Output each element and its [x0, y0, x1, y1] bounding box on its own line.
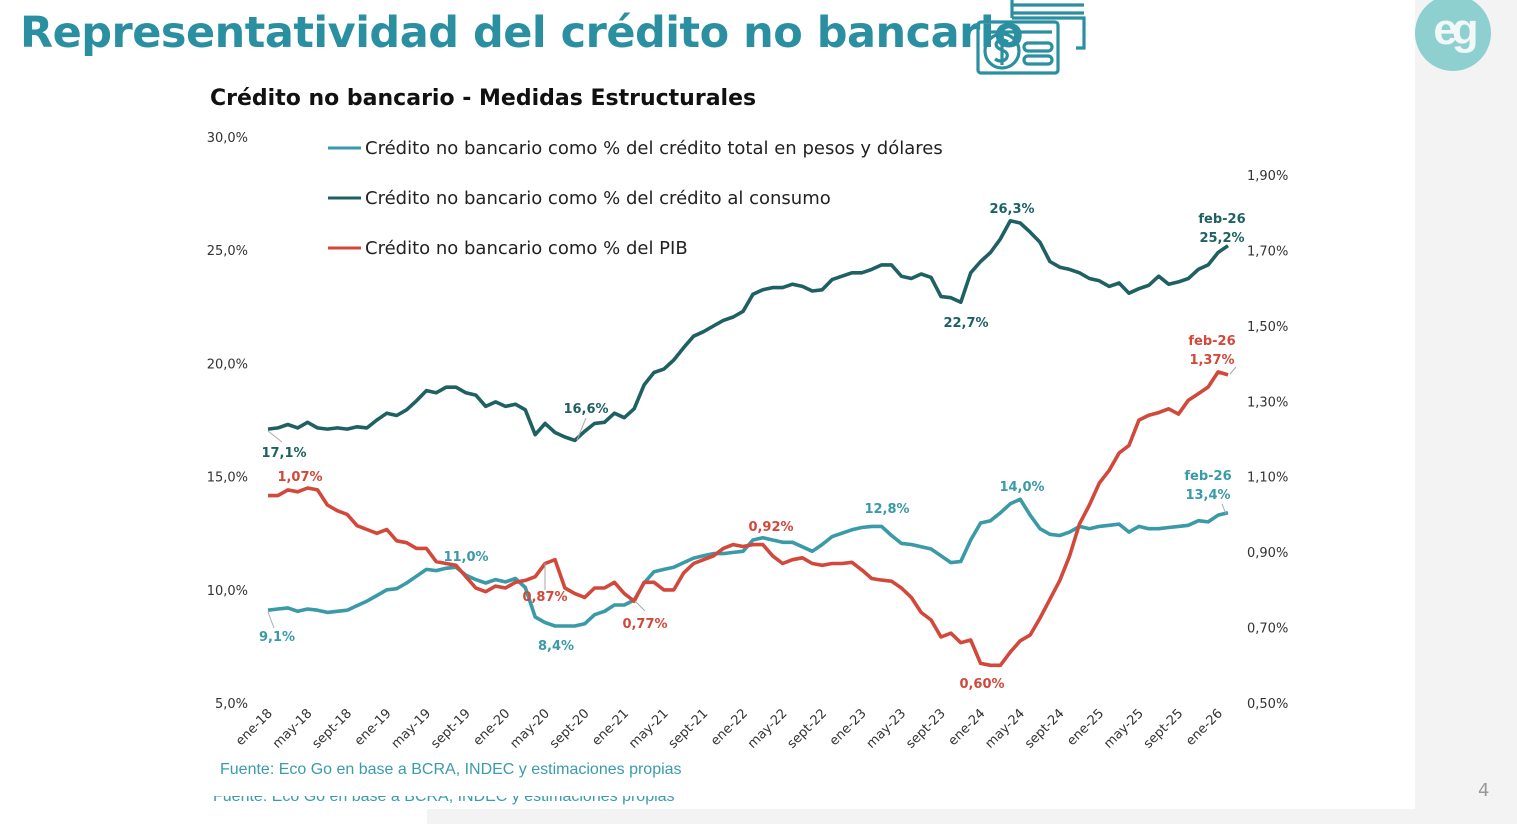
- y-right-tick-label: 0,90%: [1247, 546, 1288, 561]
- y-right-tick-label: 1,70%: [1247, 244, 1288, 259]
- x-tick-label: sept-22: [785, 706, 831, 752]
- data-label: 22,7%: [943, 316, 988, 331]
- source-note: Fuente: Eco Go en base a BCRA, INDEC y e…: [220, 761, 682, 778]
- y-right-tick-label: 1,10%: [1247, 471, 1288, 486]
- y-left-tick-label: 15,0%: [207, 471, 248, 486]
- y-left-tick-label: 25,0%: [207, 244, 248, 259]
- data-label: 0,77%: [622, 617, 667, 632]
- y-left-tick-label: 5,0%: [215, 697, 248, 712]
- logo-text: eg: [1433, 5, 1478, 54]
- legend-label: Crédito no bancario como % del PIB: [365, 238, 688, 259]
- data-label: 13,4%: [1185, 488, 1230, 503]
- label-leader-line: [1229, 366, 1237, 375]
- data-label: 11,0%: [443, 550, 488, 565]
- series-line-1: [267, 219, 1230, 443]
- x-tick-label: ene-22: [708, 706, 751, 749]
- page-number: 4: [1478, 780, 1490, 801]
- x-tick-label: may-19: [389, 706, 434, 751]
- x-tick-label: may-22: [745, 706, 790, 751]
- chart-title: Crédito no bancario - Medidas Estructura…: [210, 86, 757, 111]
- x-tick-label: sept-25: [1141, 706, 1187, 752]
- data-label: feb-26: [1198, 212, 1245, 227]
- y-right-tick-label: 1,30%: [1247, 395, 1288, 410]
- x-tick-label: ene-23: [827, 706, 870, 749]
- x-tick-label: ene-26: [1183, 706, 1226, 749]
- x-tick-label: sept-20: [547, 706, 593, 752]
- data-label: 0,87%: [522, 590, 567, 605]
- label-leader-line: [634, 600, 646, 612]
- x-tick-label: ene-19: [352, 706, 395, 749]
- credit-card-money-icon: [976, 0, 1086, 75]
- eco-go-logo: eg: [1415, 0, 1491, 71]
- x-tick-label: ene-25: [1064, 706, 1107, 749]
- y-right-tick-label: 1,50%: [1247, 320, 1288, 335]
- side-panel: [1415, 0, 1517, 824]
- y-right-tick-label: 0,50%: [1247, 697, 1288, 712]
- data-label: 9,1%: [259, 630, 295, 645]
- label-leader-line: [1221, 503, 1227, 515]
- data-label: 16,6%: [563, 402, 608, 417]
- label-leader-line: [267, 430, 283, 443]
- y-left-tick-label: 10,0%: [207, 584, 248, 599]
- data-label: 12,8%: [864, 502, 909, 517]
- data-label: 1,37%: [1189, 353, 1234, 368]
- x-tick-label: sept-21: [666, 706, 712, 752]
- slide-title: Representatividad del crédito no bancari…: [20, 8, 1024, 58]
- x-tick-label: sept-18: [309, 706, 355, 752]
- x-tick-label: ene-18: [233, 706, 276, 749]
- data-label: feb-26: [1184, 469, 1231, 484]
- label-leader-line: [267, 611, 275, 629]
- x-tick-label: may-20: [507, 706, 552, 751]
- data-label: 26,3%: [989, 202, 1034, 217]
- data-label: feb-26: [1188, 334, 1235, 349]
- legend-label: Crédito no bancario como % del crédito a…: [365, 188, 831, 209]
- x-tick-label: may-18: [270, 706, 315, 751]
- y-right-tick-label: 1,90%: [1247, 169, 1288, 184]
- bottom-strip: [427, 809, 1415, 824]
- x-tick-label: ene-21: [589, 706, 632, 749]
- data-label: 8,4%: [538, 639, 574, 654]
- x-tick-label: ene-20: [471, 706, 514, 749]
- x-tick-label: may-25: [1101, 706, 1146, 751]
- data-label: 0,92%: [748, 520, 793, 535]
- x-tick-label: may-23: [864, 706, 909, 751]
- data-label: 0,60%: [959, 677, 1004, 692]
- data-label: 17,1%: [261, 446, 306, 461]
- y-left-tick-label: 30,0%: [207, 131, 248, 146]
- x-tick-label: may-24: [983, 706, 1028, 751]
- x-tick-label: may-21: [626, 706, 671, 751]
- data-label: 25,2%: [1199, 231, 1244, 246]
- x-tick-label: sept-19: [428, 706, 474, 752]
- y-left-tick-label: 20,0%: [207, 357, 248, 372]
- label-leader-line: [576, 417, 587, 441]
- data-label: 14,0%: [999, 480, 1044, 495]
- data-label: 1,07%: [277, 470, 322, 485]
- y-right-tick-label: 0,70%: [1247, 622, 1288, 637]
- x-tick-label: ene-24: [946, 706, 989, 749]
- series-line-2: [268, 370, 1229, 668]
- x-tick-label: sept-24: [1022, 706, 1068, 752]
- legend-label: Crédito no bancario como % del crédito t…: [365, 138, 943, 159]
- source-note-duplicate: Fuente: Eco Go en base a BCRA, INDEC y e…: [213, 796, 675, 805]
- x-tick-label: sept-23: [903, 706, 949, 752]
